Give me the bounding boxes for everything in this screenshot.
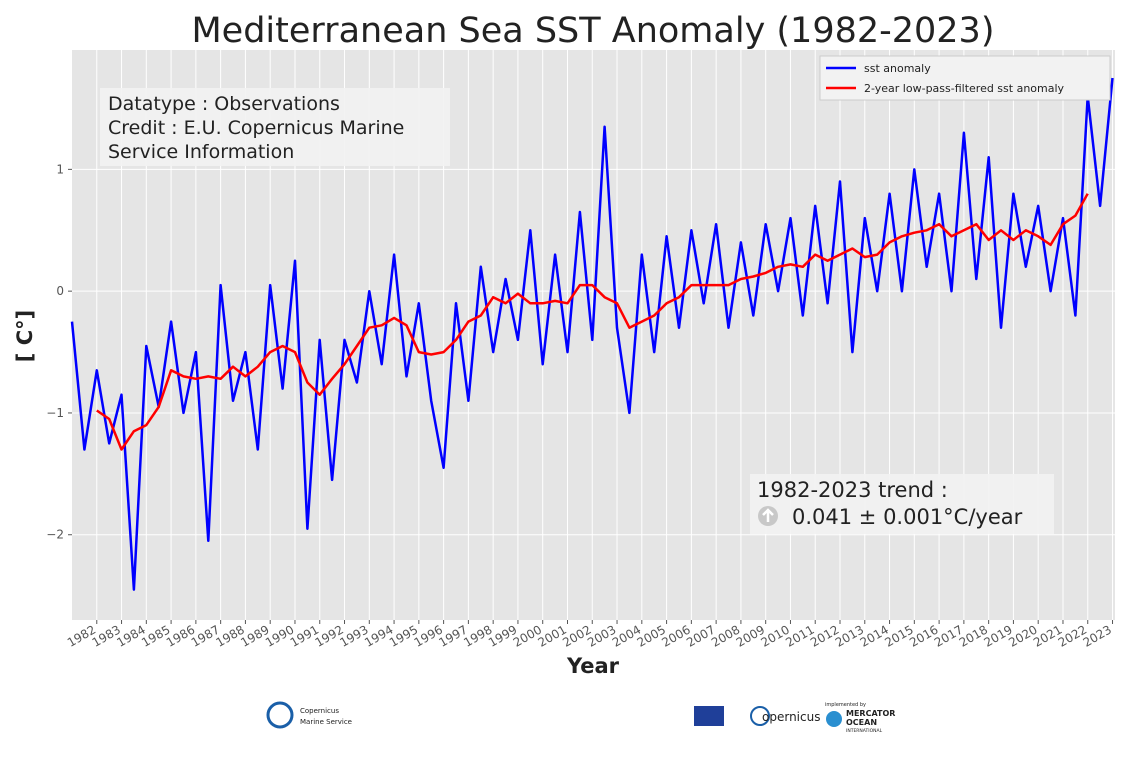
trend-title: 1982-2023 trend : (757, 478, 948, 502)
logo-text: INTERNATIONAL (846, 728, 883, 734)
logo-icon (266, 701, 294, 729)
annotation-box (100, 88, 450, 166)
legend: sst anomaly 2-year low-pass-filtered sst … (819, 55, 1111, 101)
y-tick-label: −2 (46, 528, 64, 542)
line (70, 77, 1114, 591)
y-tick-label: 1 (56, 162, 64, 176)
line (96, 193, 1089, 451)
trend-value: 0.041 ± 0.001°C/year (792, 505, 1023, 529)
eu-flag (694, 706, 724, 726)
x-tick-label: 2023 (1081, 622, 1114, 649)
legend-label: sst anomaly (864, 62, 931, 75)
logo-text: implemented by (825, 702, 866, 708)
chart-title: Mediterranean Sea SST Anomaly (1982-2023… (191, 11, 994, 51)
x-axis-label: Year (566, 654, 620, 678)
trend-box (750, 474, 1054, 534)
y-tick-label: 0 (56, 284, 64, 298)
logo-text: opernicus (762, 710, 820, 724)
logo-text: Marine Service (300, 718, 352, 726)
annotation-line: Credit : E.U. Copernicus Marine (108, 117, 404, 139)
logo-text: MERCATOR (846, 709, 895, 718)
legend-box (819, 55, 1111, 101)
logo-icon (826, 711, 842, 727)
trend-arrow (762, 508, 774, 522)
annotation-line: Datatype : Observations (108, 93, 340, 115)
logos: Copernicus Marine Service opernicus impl… (266, 701, 895, 734)
logo-icon (750, 706, 770, 726)
logo-text: OCEAN (846, 718, 877, 727)
y-tick-label: −1 (46, 406, 64, 420)
annotation-line: Service Information (108, 141, 294, 163)
lines (70, 77, 1114, 591)
logo-text: Copernicus (300, 707, 339, 715)
legend-label: 2-year low-pass-filtered sst anomaly (864, 82, 1065, 95)
y-axis-label: [ C°] (13, 310, 37, 362)
